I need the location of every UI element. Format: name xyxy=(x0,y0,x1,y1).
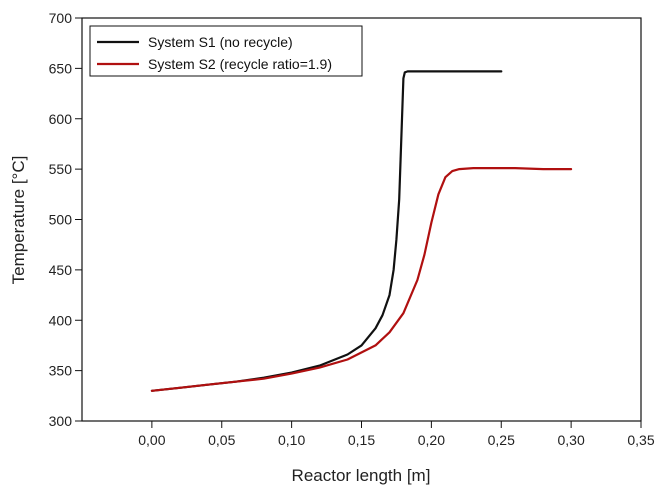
x-tick-label: 0,00 xyxy=(138,432,165,448)
y-tick-label: 700 xyxy=(49,10,73,26)
legend: System S1 (no recycle) System S2 (recycle… xyxy=(89,25,363,77)
y-tick-label: 350 xyxy=(49,363,73,379)
y-tick-label: 400 xyxy=(49,312,73,328)
y-tick-label: 650 xyxy=(49,60,73,76)
x-tick-label: 0,05 xyxy=(208,432,235,448)
legend-box xyxy=(89,25,363,77)
x-tick-label: 0,30 xyxy=(558,432,585,448)
series-line-2 xyxy=(150,167,573,392)
y-tick-label: 450 xyxy=(49,262,73,278)
series-layer xyxy=(150,70,573,392)
x-tick-label: 0,35 xyxy=(627,432,654,448)
legend-label-2: System S2 (recycle ratio=1.9) xyxy=(148,56,332,72)
y-tick-label: 600 xyxy=(49,111,73,127)
x-axis-title: Reactor length [m] xyxy=(292,466,431,485)
y-axis-title: Temperature [°C] xyxy=(9,156,28,285)
y-tick-label: 500 xyxy=(49,212,73,228)
ticks-layer: 0,00 0,05 0,10 0,15 0,20 0,25 0,30 0,35 300 350 40… xyxy=(49,10,655,448)
x-tick-label: 0,25 xyxy=(488,432,515,448)
legend-label-1: System S1 (no recycle) xyxy=(148,34,293,50)
x-tick-label: 0,20 xyxy=(418,432,445,448)
y-tick-label: 300 xyxy=(49,413,73,429)
x-tick-label: 0,10 xyxy=(278,432,305,448)
x-tick-label: 0,15 xyxy=(348,432,375,448)
y-tick-label: 550 xyxy=(49,161,73,177)
